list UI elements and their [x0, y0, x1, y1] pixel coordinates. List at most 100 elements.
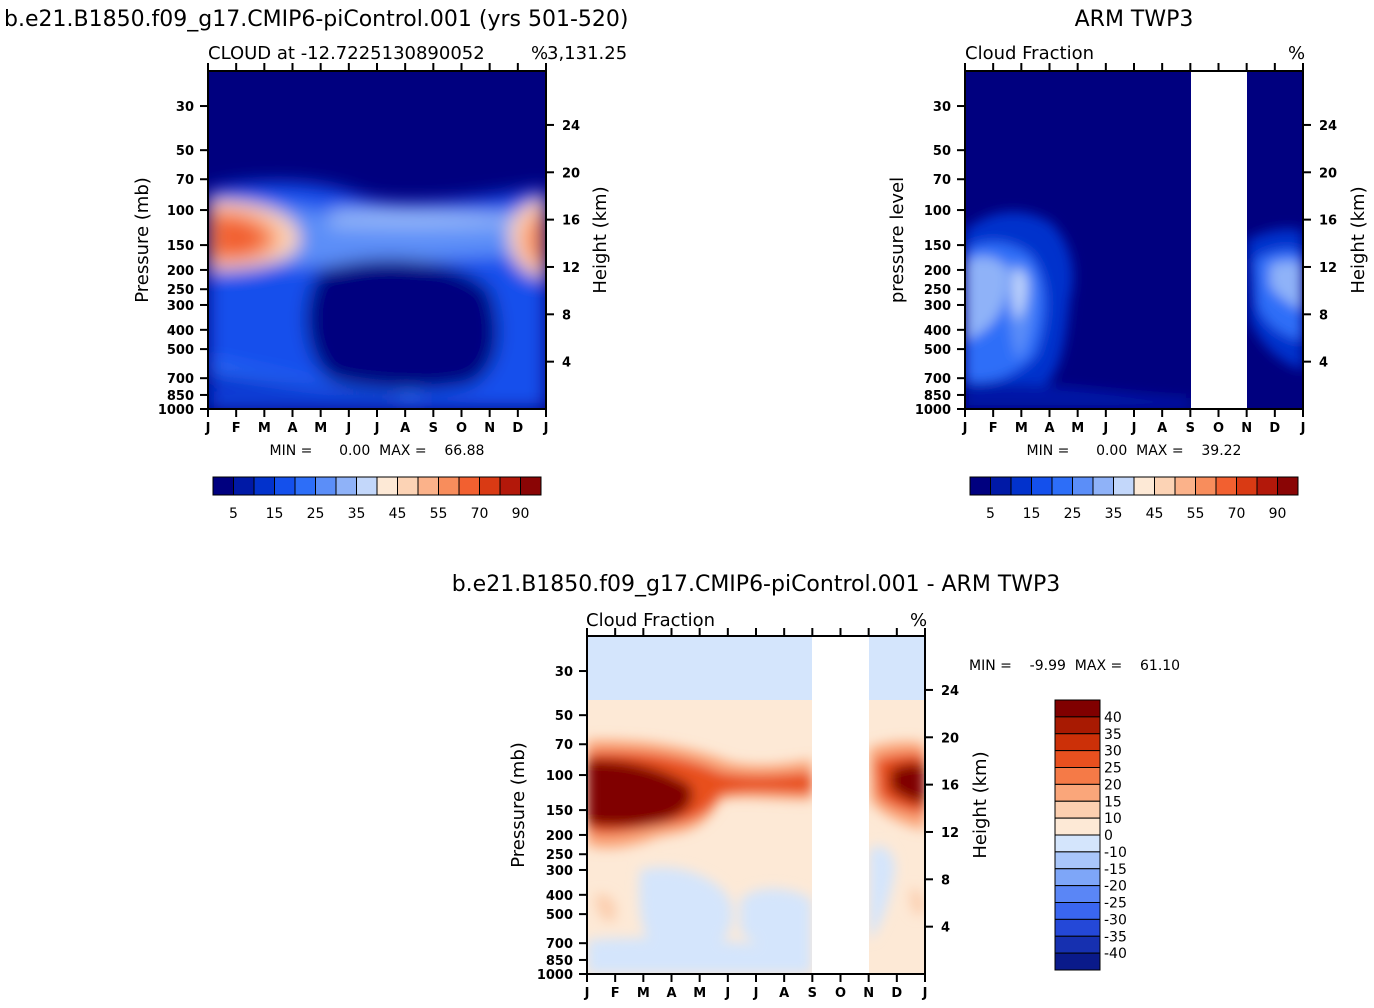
- panel-a-x-tick-label: A: [287, 421, 297, 436]
- panel-c-stats: MIN = -9.99 MAX = 61.10: [969, 658, 1180, 674]
- panel-b-y-tick-label: 150: [924, 239, 951, 254]
- panel-a-ylabel-right: Height (km): [590, 186, 611, 293]
- panel-c-y-tick-label: 100: [546, 769, 573, 784]
- panel-c-colorbar-label: 0: [1104, 828, 1113, 844]
- panel-b-colorbar-swatch: [1154, 476, 1176, 496]
- panel-a-units: %: [531, 43, 548, 64]
- panel-a-colorbar-swatch: [274, 476, 296, 496]
- panel-a-colorbar-label: 45: [389, 506, 407, 522]
- panel-a-colorbar-swatch: [356, 476, 378, 496]
- panel-b-y-tick-label: 850: [924, 389, 951, 404]
- panel-a-colorbar-swatch: [458, 476, 480, 496]
- panel-a-colorbar-label: 55: [430, 506, 448, 522]
- panel-b-colorbar-label: 45: [1146, 506, 1164, 522]
- panel-b-colorbar-label: 5: [986, 506, 995, 522]
- panel-c-colorbar-swatch: [1054, 733, 1101, 752]
- panel-a-y-tick-label: 500: [167, 343, 194, 358]
- panel-b-y-tick-label: 250: [924, 283, 951, 298]
- panel-b-x-tick-label: J: [1131, 421, 1137, 436]
- panel-c-y-tick-label: 50: [555, 709, 573, 724]
- panel-b-x-tick-label: J: [1102, 421, 1108, 436]
- panel-c-colorbar-label: 20: [1104, 777, 1122, 793]
- panel-a-x-tick-label: D: [512, 421, 523, 436]
- panel-a-colorbar-label: 70: [471, 506, 489, 522]
- panel-b-colorbar-swatch: [1031, 476, 1053, 496]
- panel-a-colorbar-label: 25: [307, 506, 325, 522]
- panel-a-x-tick-label: F: [232, 421, 241, 436]
- panel-c-ylabel-right: Height (km): [970, 751, 991, 858]
- panel-b-x-tick-label: M: [1071, 421, 1084, 436]
- panel-c-x-tick-label: M: [693, 986, 706, 1001]
- panel-c-colorbar-swatch: [1054, 885, 1101, 903]
- panel-b-title: Cloud Fraction: [965, 43, 1094, 64]
- panel-c-colorbar-swatch: [1054, 800, 1101, 819]
- panel-c-colorbar-label: -25: [1104, 896, 1127, 912]
- panel-b-colorbar-label: 25: [1064, 506, 1082, 522]
- panel-b-x-tick-label: J: [1300, 421, 1306, 436]
- panel-c-suptitle: b.e21.B1850.f09_g17.CMIP6-piControl.001 …: [452, 572, 1061, 597]
- panel-a-colorbar-label: 35: [348, 506, 366, 522]
- panel-a-x-tick-label: N: [484, 421, 495, 436]
- panel-b-ylabel-right: Height (km): [1348, 186, 1369, 293]
- panel-a-y-tick-label: 200: [167, 264, 194, 279]
- panel-c-colorbar-swatch: [1054, 935, 1101, 954]
- panel-c-x-tick-label: F: [611, 986, 620, 1001]
- panel-c-colorbar-swatch: [1054, 952, 1101, 971]
- panel-c-x-tick-label: J: [753, 986, 759, 1001]
- panel-a-y-tick-label: 250: [167, 283, 194, 298]
- panel-b-units: %: [1288, 43, 1305, 64]
- panel-a-colorbar-swatch: [315, 476, 337, 496]
- panel-a-colorbar-swatch: [376, 476, 398, 496]
- panel-a-ylabel: Pressure (mb): [132, 177, 153, 303]
- panel-a-y-tick-label: 70: [176, 173, 194, 188]
- panel-b-y-tick-label: 500: [924, 343, 951, 358]
- panel-c-y2-tick-label: 8: [941, 873, 950, 888]
- panel-a-colorbar-swatch: [438, 476, 460, 496]
- panel-b-y2-tick-label: 4: [1319, 356, 1328, 371]
- panel-a-y-tick-label: 700: [167, 372, 194, 387]
- panel-b-y-tick-label: 400: [924, 324, 951, 339]
- panel-a-colorbar-label: 90: [512, 506, 530, 522]
- panel-b-y2-tick-label: 12: [1319, 261, 1337, 276]
- panel-b-suptitle: ARM TWP3: [1075, 7, 1194, 32]
- panel-c-y-tick-label: 150: [546, 804, 573, 819]
- panel-c-colorbar-swatch: [1054, 918, 1101, 937]
- panel-c-y-tick-label: 500: [546, 908, 573, 923]
- panel-b-colorbar: 5 15 25 35 45 55 70 90: [969, 476, 1299, 522]
- panel-a-y2-tick-label: 4: [562, 356, 571, 371]
- panel-c-plot: [587, 636, 925, 974]
- panel-c-ylabel: Pressure (mb): [508, 742, 529, 868]
- panel-b-y2-tick-label: 24: [1319, 119, 1337, 134]
- panel-a-colorbar-swatch: [417, 476, 439, 496]
- panel-b-y-tick-label: 300: [924, 299, 951, 314]
- panel-b-colorbar-swatch: [1113, 476, 1135, 496]
- panel-c-y-tick-label: 250: [546, 848, 573, 863]
- panel-c-colorbar-swatch: [1054, 750, 1101, 768]
- panel-b-x-tick-label: D: [1269, 421, 1280, 436]
- panel-b-y-tick-label: 200: [924, 264, 951, 279]
- panel-a-colorbar-label: 5: [229, 506, 238, 522]
- panel-c-colorbar-swatch: [1054, 817, 1101, 836]
- panel-c-title: Cloud Fraction: [586, 610, 715, 631]
- panel-b-colorbar-swatch: [1256, 476, 1278, 496]
- panel-c-y-tick-label: 30: [555, 665, 573, 680]
- panel-c-x-tick-label: J: [724, 986, 730, 1001]
- panel-a-y2-tick-label: 24: [562, 119, 580, 134]
- panel-a-title-tail: 3,131.25: [547, 43, 627, 64]
- panel-b-y-tick-label: 100: [924, 204, 951, 219]
- panel-a-title: CLOUD at -12.7225130890052: [208, 43, 485, 64]
- panel-b-y2-tick-label: 8: [1319, 308, 1328, 323]
- panel-c-y-tick-label: 200: [546, 829, 573, 844]
- panel-b-x-tick-label: F: [989, 421, 998, 436]
- panel-c-colorbar-swatch: [1054, 851, 1101, 870]
- panel-b-y-tick-label: 50: [933, 144, 951, 159]
- panel-b-x-tick-label: M: [1015, 421, 1028, 436]
- panel-a-y2-tick-label: 16: [562, 214, 580, 229]
- panel-a-y-tick-label: 150: [167, 239, 194, 254]
- panel-a-colorbar-swatch: [479, 476, 501, 496]
- panel-b-y-tick-label: 70: [933, 173, 951, 188]
- panel-c-y-tick-label: 850: [546, 954, 573, 969]
- panel-a-x-tick-label: M: [314, 421, 327, 436]
- panel-a-x-tick-label: J: [345, 421, 351, 436]
